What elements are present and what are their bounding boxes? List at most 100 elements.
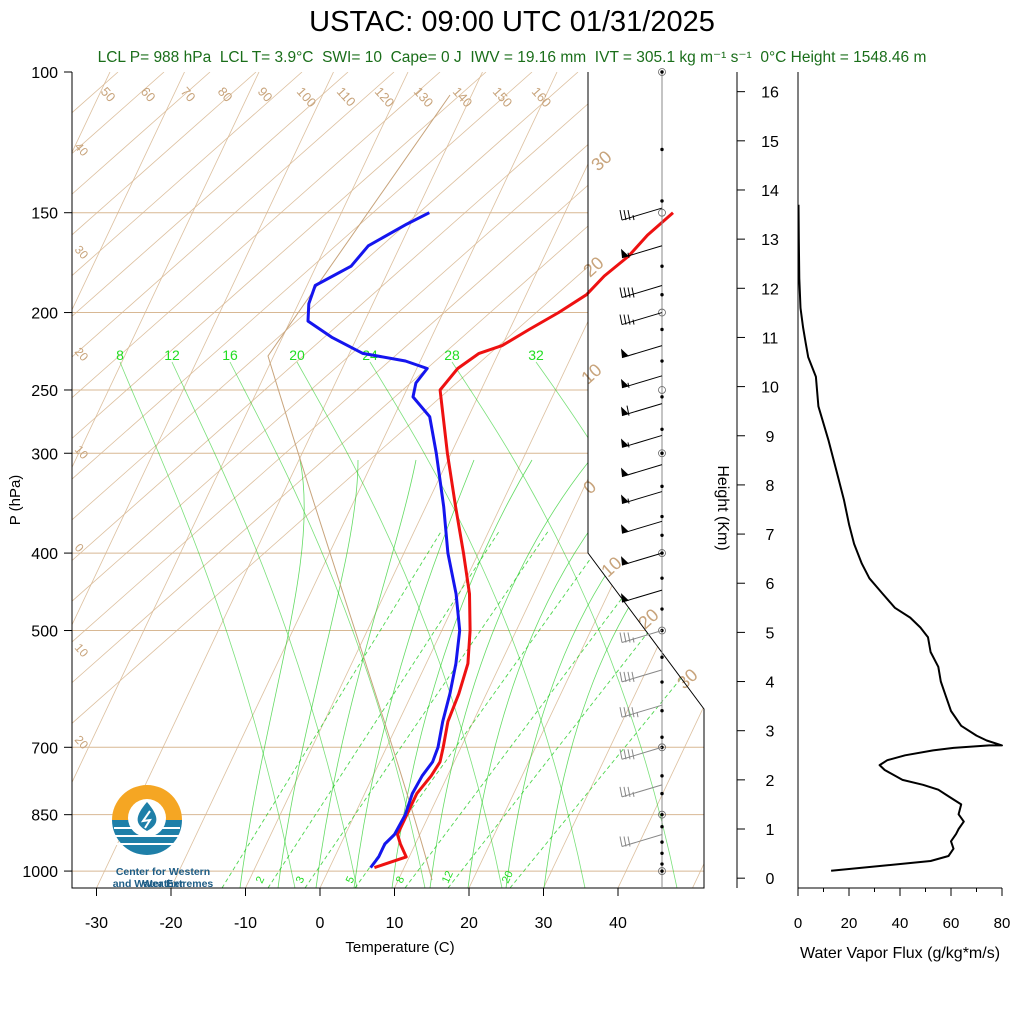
barb-staff	[621, 312, 663, 326]
mixing-ratio-label-low: 5	[344, 875, 357, 886]
height-tick-label: 15	[761, 134, 779, 151]
height-tick-label: 14	[761, 183, 779, 200]
height-tick-label: 6	[766, 576, 775, 593]
moist-adiabat-line	[505, 459, 704, 888]
isotherm-line	[170, 72, 558, 888]
isotherm-line	[319, 72, 704, 888]
background-lines	[0, 72, 704, 888]
barb-flag	[627, 671, 631, 682]
barb-flag	[619, 749, 623, 760]
wind-barb	[621, 520, 663, 534]
sounding-level-dot	[660, 484, 664, 489]
barb-staff	[621, 207, 663, 221]
y-tick-label: 500	[31, 624, 58, 641]
y-tick-label: 200	[31, 306, 58, 323]
isotherm-label: 70	[178, 84, 199, 105]
moist-adiabat-line	[543, 459, 704, 888]
mixing-ratio-line	[447, 529, 704, 888]
sounding-level-dot	[660, 199, 664, 203]
isotherm-line	[72, 72, 334, 888]
flux-profile	[797, 204, 1003, 872]
isotherm-label: 90	[255, 84, 276, 105]
mixing-ratio-label: 8	[116, 347, 124, 363]
wind-barb	[621, 491, 663, 505]
y-tick-label: 100	[31, 65, 58, 82]
flux-tick-label: 80	[994, 915, 1011, 932]
barb-flag	[623, 632, 627, 643]
barb-half-flag	[627, 442, 630, 448]
flux-tick-label: 60	[943, 915, 960, 932]
barb-staff	[621, 630, 663, 644]
barb-flag	[627, 836, 631, 847]
barb-staff	[621, 784, 663, 798]
sounding-level-dot	[660, 359, 664, 363]
sounding-level-dot	[660, 812, 664, 817]
moist-adiabat-line	[429, 459, 591, 888]
height-tick-label: 16	[761, 85, 779, 102]
dry-adiabat-line	[0, 72, 26, 772]
barb-staff	[621, 520, 663, 534]
barb-pennant	[621, 406, 629, 416]
isotherm-label-left: 10	[72, 443, 92, 463]
wind-barb	[621, 403, 663, 417]
barb-flag	[619, 287, 623, 298]
flux-tick-label: 20	[841, 915, 858, 932]
wind-barb	[619, 669, 663, 683]
dry-adiabat-line	[72, 72, 73, 773]
mixing-ratio-label-low: 20	[500, 869, 516, 885]
wind-barb	[621, 245, 663, 259]
sounding-level-dot	[660, 774, 664, 778]
isotherm-label: 80	[215, 84, 236, 105]
wind-barb	[619, 285, 663, 298]
wind-barb	[619, 630, 663, 644]
mixing-ratio-label: 16	[222, 347, 238, 363]
height-tick-label: 10	[761, 380, 779, 397]
barb-flag	[619, 707, 623, 718]
sounding-level-dot	[660, 514, 664, 519]
height-tick-label: 7	[766, 527, 775, 544]
mixing-ratio-label: 28	[444, 347, 460, 363]
barb-pennant	[621, 593, 629, 603]
y-tick-label: 400	[31, 546, 58, 563]
barb-flag	[619, 209, 623, 221]
saturation-line	[296, 361, 503, 888]
isotherm-line	[72, 72, 409, 888]
barb-flag	[631, 749, 635, 760]
height-tick-label: 13	[761, 232, 779, 249]
barb-half-flag	[627, 498, 630, 504]
isotherm-label-left: 20	[72, 345, 92, 365]
x-tick-label: -10	[234, 915, 257, 932]
mandatory-level-circle	[658, 626, 666, 635]
flux-tick-label: 40	[892, 915, 909, 932]
barb-staff	[621, 704, 663, 718]
barb-flag	[619, 671, 623, 682]
barb-flag	[627, 632, 631, 643]
cape-value: Cape= 0 J	[390, 49, 462, 66]
moist-adiabat-line	[353, 459, 475, 888]
edge-label: 0	[579, 476, 600, 498]
isotherm-label: 130	[411, 84, 437, 110]
height-tick-label: 3	[766, 724, 775, 741]
mixing-ratio-label: 32	[528, 347, 544, 363]
barb-staff	[621, 285, 663, 298]
isotherm-label-left: 40	[72, 140, 92, 160]
dry-adiabat-line	[72, 72, 487, 773]
saturation-line	[369, 361, 586, 888]
barb-pennant	[621, 524, 629, 534]
edge-label: 30	[587, 147, 615, 175]
flux-y-axis-label: Height (Km)	[714, 465, 731, 550]
sounding-level-dot	[660, 576, 664, 580]
y-axis-label: P (hPa)	[7, 475, 24, 526]
wind-barb	[621, 375, 663, 389]
mixing-ratio-label: 12	[164, 347, 180, 363]
chart-title: USTAC: 09:00 UTC 01/31/2025	[309, 6, 715, 38]
dry-adiabat-line	[72, 72, 579, 773]
wind-barb	[621, 434, 663, 448]
wind-barb	[619, 312, 663, 326]
dry-adiabat-line	[72, 72, 704, 773]
barb-flag	[631, 707, 635, 718]
mandatory-level-circle	[658, 208, 666, 217]
barb-staff	[621, 834, 663, 847]
